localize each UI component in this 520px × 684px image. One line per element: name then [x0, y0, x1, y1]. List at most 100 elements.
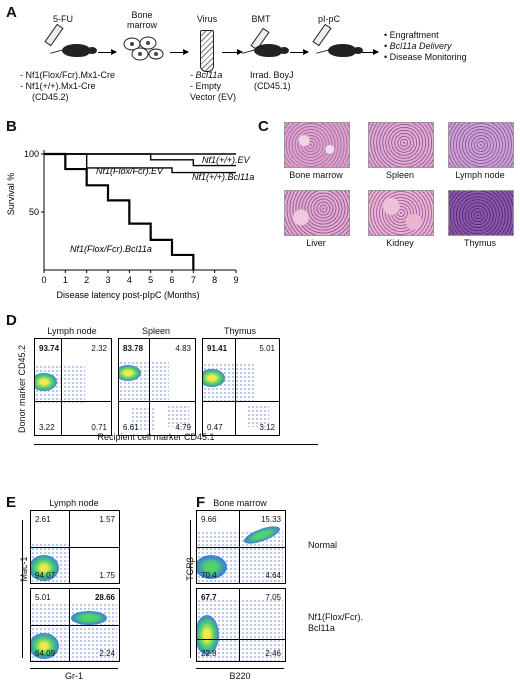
quadrant-value: 70.4 [201, 571, 217, 580]
tissue-label: Lymph node [440, 170, 520, 180]
arrow-icon [362, 52, 378, 53]
cells-icon [122, 34, 166, 62]
mouse-icon [62, 44, 90, 57]
quadrant-value: 15.33 [261, 515, 281, 524]
x-tick-label: 4 [127, 275, 132, 285]
quadrant-value: 2.24 [99, 649, 115, 658]
flow-plot-spleen: 83.78 4.83 6.61 4.79 [118, 338, 196, 436]
flow-title: Lymph node [34, 326, 110, 336]
x-tick-label: 0 [41, 275, 46, 285]
panel-d-y-label: Donor marker CD45.2 [17, 329, 27, 449]
virus-tube-icon [200, 30, 214, 72]
survival-y-label: Survival % [6, 173, 16, 216]
axis-rule [34, 444, 318, 445]
panel-label-e: E [6, 494, 16, 511]
quadrant-value: 2.32 [91, 344, 107, 353]
syringe-icon [44, 24, 63, 47]
quadrant-value: 9.66 [201, 515, 217, 524]
arrow-icon [222, 52, 242, 53]
arrow-icon [290, 52, 308, 53]
syringe-icon [312, 24, 331, 47]
panel-e-x-label: Gr-1 [30, 671, 118, 681]
row-label-normal: Normal [308, 540, 337, 550]
flow-plot-lymph-node: 93.74 2.32 3.22 0.71 [34, 338, 112, 436]
quadrant-value: 28.66 [95, 593, 115, 602]
quadrant-value: 91.41 [207, 344, 227, 353]
flow-plot-mutant: 5.01 28.66 64.09 2.24 [30, 588, 120, 662]
y-tick-label: 100 [24, 149, 39, 159]
survival-x-label: Disease latency post-pIpC (Months) [56, 290, 199, 300]
quadrant-value: 3.12 [259, 423, 275, 432]
quadrant-value: 5.01 [35, 593, 51, 602]
quadrant-value: 4.83 [175, 344, 191, 353]
arrow-icon [98, 52, 116, 53]
axis-rule [196, 668, 284, 669]
quadrant-value: 3.22 [39, 423, 55, 432]
quadrant-value: 83.78 [123, 344, 143, 353]
quadrant-value: 67.7 [201, 593, 217, 602]
histology-liver [284, 190, 350, 236]
donor-line-1: - Nf1(Flox/Fcr).Mx1-Cre [20, 70, 115, 80]
x-tick-label: 8 [212, 275, 217, 285]
histology-bone-marrow [284, 122, 350, 168]
series-label-nf1-wt-bcl11a: Nf1(+/+).Bcl11a [192, 172, 254, 182]
series-label-nf1-wt-ev: Nf1(+/+).EV [202, 155, 251, 165]
step-virus: Virus [192, 14, 222, 24]
donor-line-2: - Nf1(+/+).Mx1-Cre [20, 81, 96, 91]
series-label-nf1-flox-bcl11a: Nf1(Flox/Fcr).Bcl11a [70, 244, 152, 254]
mouse-icon [328, 44, 356, 57]
quadrant-value: 1.57 [99, 515, 115, 524]
tissue-label: Spleen [362, 170, 438, 180]
flow-plot-mutant: 67.7 7.05 22.8 2.46 [196, 588, 286, 662]
quadrant-value: 94.07 [35, 571, 55, 580]
flow-plot-normal: 2.61 1.57 94.07 1.75 [30, 510, 120, 584]
histology-thymus [448, 190, 514, 236]
outcome-1: • Engraftment [384, 30, 439, 40]
tissue-label: Bone marrow [276, 170, 356, 180]
tissue-label: Liver [276, 238, 356, 248]
quadrant-value: 7.05 [265, 593, 281, 602]
step-bmt: BMT [246, 14, 276, 24]
quadrant-value: 5.01 [259, 344, 275, 353]
quadrant-value: 4.64 [265, 571, 281, 580]
series-label-nf1-flox-ev: Nf1(Flox/Fcr).EV [96, 166, 164, 176]
recipient-line-2: (CD45.1) [254, 81, 291, 91]
panel-e-title: Lymph node [30, 498, 118, 508]
x-tick-label: 2 [84, 275, 89, 285]
axis-rule [190, 520, 191, 658]
axis-rule [22, 520, 23, 658]
quadrant-value: 1.75 [99, 571, 115, 580]
survival-chart: 0 1 2 3 4 5 6 7 8 9 50 100 Nf1(+/+).EV Nf1(Flox/Fcr… [0, 124, 260, 314]
quadrant-value: 22.8 [201, 649, 217, 658]
panel-f-x-label: B220 [196, 671, 284, 681]
histology-spleen [368, 122, 434, 168]
panel-d-x-label: Recipient cell marker CD45.1 [34, 432, 278, 442]
virus-line-1: - Bcl11a [190, 70, 222, 80]
panel-label-a: A [6, 4, 17, 21]
step-bone-marrow: Bone marrow [120, 10, 164, 30]
flow-title: Thymus [202, 326, 278, 336]
virus-line-2: - Empty [190, 81, 221, 91]
outcome-2: • Bcl11a Delivery [384, 41, 452, 51]
quadrant-value: 0.47 [207, 423, 223, 432]
recipient-line-1: Irrad. BoyJ [250, 70, 294, 80]
histology-kidney [368, 190, 434, 236]
panel-f-title: Bone marrow [196, 498, 284, 508]
quadrant-value: 2.61 [35, 515, 51, 524]
step-pipc: pI-pC [312, 14, 346, 24]
row-label-mutant-2: Bcl11a [308, 623, 335, 633]
quadrant-value: 4.79 [175, 423, 191, 432]
donor-line-3: (CD45.2) [32, 92, 69, 102]
quadrant-value: 64.09 [35, 649, 55, 658]
panel-e-y-label: Mac-1 [19, 549, 29, 589]
x-tick-label: 5 [148, 275, 153, 285]
x-tick-label: 7 [191, 275, 196, 285]
axis-rule [30, 668, 118, 669]
quadrant-value: 0.71 [91, 423, 107, 432]
flow-plot-normal: 9.66 15.33 70.4 4.64 [196, 510, 286, 584]
mouse-icon [254, 44, 282, 57]
outcome-3: • Disease Monitoring [384, 52, 467, 62]
flow-title: Spleen [118, 326, 194, 336]
x-tick-label: 3 [105, 275, 110, 285]
panel-label-d: D [6, 312, 17, 329]
